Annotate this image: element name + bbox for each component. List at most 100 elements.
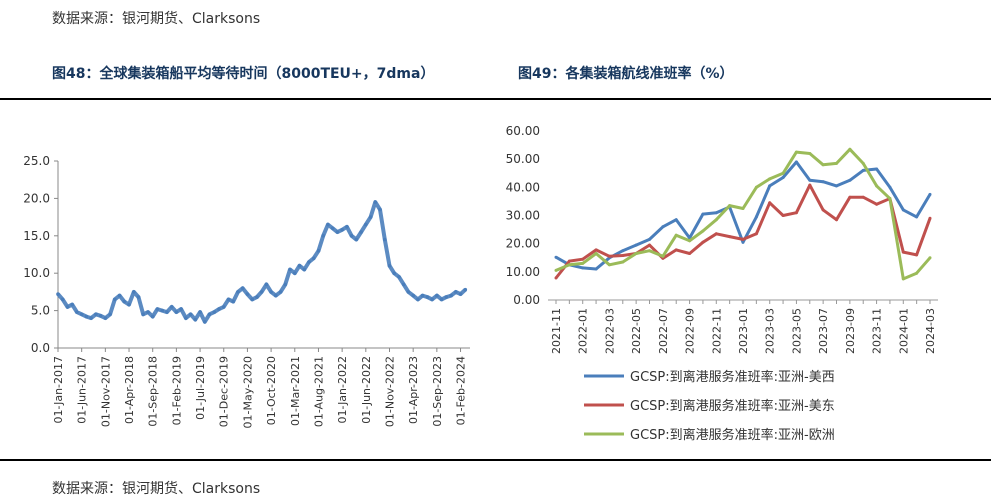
data-point <box>567 259 571 263</box>
data-point <box>554 268 558 272</box>
data-point <box>56 292 60 296</box>
data-point <box>387 263 392 268</box>
data-point <box>835 218 838 222</box>
data-point <box>231 299 235 304</box>
data-point <box>255 295 259 299</box>
data-point <box>648 249 651 253</box>
data-point <box>808 183 812 187</box>
data-point <box>274 293 278 298</box>
data-point <box>661 254 665 258</box>
data-point <box>875 202 879 206</box>
data-point <box>688 239 692 243</box>
data-point <box>278 290 283 294</box>
data-point <box>701 240 705 244</box>
data-point <box>458 292 463 296</box>
x-tick-label: 2022-11 <box>710 308 723 354</box>
data-point <box>754 232 758 236</box>
x-tick-label: 01-Aug-2021 <box>312 356 325 427</box>
x-tick-label: 01-Apr-2018 <box>123 356 136 424</box>
y-tick-label: 20.00 <box>506 237 540 251</box>
data-point <box>861 168 865 172</box>
data-point <box>463 287 468 292</box>
data-point <box>401 282 406 287</box>
x-tick-label: 2022-03 <box>603 308 616 354</box>
x-tick-label: 01-Sep-2018 <box>147 356 160 427</box>
data-point <box>781 214 785 217</box>
data-point <box>141 312 145 317</box>
y-tick-label: 50.00 <box>506 152 540 166</box>
data-point <box>435 293 439 298</box>
data-point <box>554 255 558 259</box>
data-point <box>607 263 611 267</box>
data-point <box>581 266 585 270</box>
data-point <box>165 310 169 314</box>
data-point <box>714 232 718 236</box>
data-point <box>259 290 264 294</box>
data-point <box>122 299 127 304</box>
data-point <box>364 222 368 227</box>
y-tick-label: 25.0 <box>23 154 50 168</box>
data-point <box>661 225 665 229</box>
x-tick-label: 01-Nov-2022 <box>383 356 396 427</box>
data-point <box>594 248 598 252</box>
data-point <box>701 212 705 216</box>
data-point <box>430 297 434 302</box>
x-tick-label: 01-Feb-2024 <box>455 356 468 425</box>
data-point <box>714 218 718 222</box>
data-point <box>146 310 150 314</box>
data-point <box>397 275 401 279</box>
data-point <box>741 237 745 241</box>
data-point <box>349 234 354 238</box>
y-tick-label: 40.00 <box>506 180 540 194</box>
data-point <box>65 305 70 309</box>
data-point <box>89 316 93 320</box>
data-point <box>373 200 378 204</box>
data-point <box>420 293 425 298</box>
data-point <box>127 302 131 307</box>
data-point <box>594 267 598 271</box>
data-point <box>781 176 785 179</box>
y-tick-label: 60.00 <box>506 124 540 138</box>
data-point <box>169 305 174 309</box>
data-point <box>307 260 311 264</box>
data-point <box>132 290 136 294</box>
x-tick-label: 01-Oct-2020 <box>265 356 278 425</box>
data-point <box>901 250 905 254</box>
data-point <box>75 310 79 314</box>
y-tick-label: 5.0 <box>31 304 50 318</box>
data-point <box>648 237 651 241</box>
data-point <box>160 308 164 313</box>
data-point <box>444 295 449 299</box>
data-point <box>674 248 678 252</box>
data-point <box>84 314 89 319</box>
data-point <box>383 237 387 242</box>
data-point <box>174 310 179 314</box>
data-point <box>311 256 316 260</box>
data-point <box>439 297 444 302</box>
x-tick-label: 2023-03 <box>764 308 777 354</box>
data-point <box>581 261 585 265</box>
data-point <box>808 152 812 155</box>
data-point <box>207 312 212 317</box>
data-point <box>136 295 141 299</box>
data-point <box>928 256 932 260</box>
x-tick-label: 2023-09 <box>844 308 857 354</box>
data-point <box>621 254 625 257</box>
data-point <box>821 163 825 167</box>
y-tick-label: 10.00 <box>506 265 540 279</box>
data-point <box>688 252 692 255</box>
data-point <box>340 228 344 232</box>
x-tick-label: 01-May-2020 <box>241 356 254 428</box>
y-tick-label: 20.0 <box>23 191 50 205</box>
data-point <box>794 160 798 164</box>
data-point <box>155 307 160 311</box>
data-point <box>768 201 772 205</box>
data-point <box>701 229 705 233</box>
data-point <box>217 307 221 311</box>
data-point <box>345 225 349 229</box>
data-point <box>449 293 453 298</box>
data-point <box>674 233 678 237</box>
data-point <box>283 282 288 287</box>
data-point <box>915 271 919 275</box>
data-point <box>928 216 932 220</box>
